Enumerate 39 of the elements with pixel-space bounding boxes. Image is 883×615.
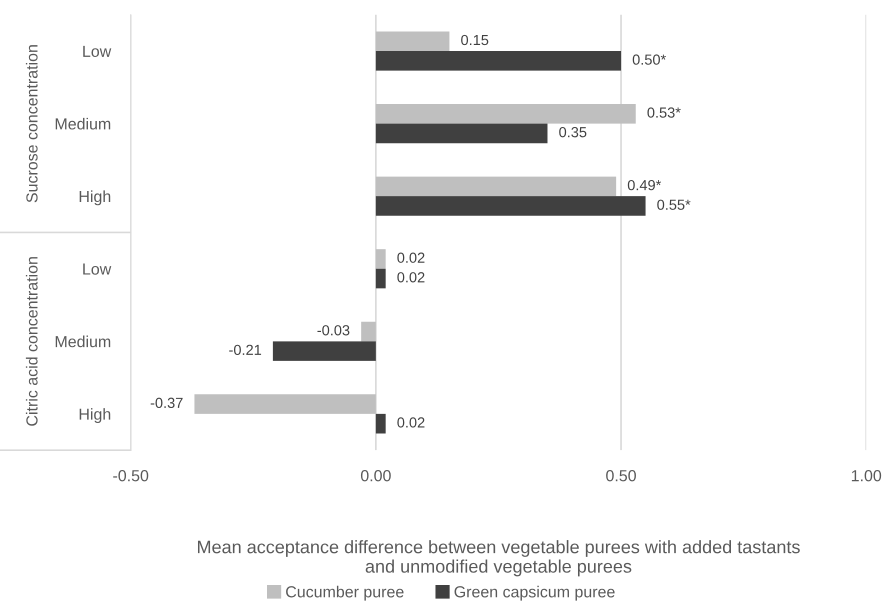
y-tick-label: High: [80, 190, 110, 206]
bar: [376, 176, 616, 196]
data-label: 0.35: [559, 127, 586, 138]
legend-label: Cucumber puree: [286, 586, 404, 601]
bar: [376, 31, 450, 52]
y-tick-label: Low: [83, 46, 112, 57]
bar: [272, 341, 376, 361]
data-label: 0.50*: [632, 54, 666, 65]
bar: [361, 322, 376, 342]
legend-label: Green capsicum puree: [454, 586, 615, 601]
data-label: 0.53*: [647, 107, 681, 118]
text: Citric acid concentration: [26, 257, 38, 426]
y-tick-label: Medium: [56, 336, 110, 348]
data-label: -0.21: [229, 344, 262, 356]
x-tick-label: -0.50: [113, 470, 148, 482]
x-axis-title: Mean acceptance difference between vegetable purees with added tastants and unmodified vegetable purees: [198, 540, 800, 576]
bar: [376, 104, 636, 124]
bar: [194, 394, 376, 414]
bar: [376, 124, 548, 144]
y-tick-label: Medium: [56, 118, 110, 130]
bar: [376, 249, 386, 269]
data-label: 0.02: [397, 272, 424, 282]
data-label: -0.37: [150, 398, 183, 408]
data-label: 0.55*: [657, 200, 691, 210]
x-tick-label: 0.00: [360, 470, 391, 482]
data-label: 0.02: [397, 252, 424, 263]
data-label: 0.49*: [628, 180, 662, 190]
x-tick-label: 1.00: [852, 470, 882, 482]
bar: [376, 414, 386, 434]
y-tick-label: Low: [83, 264, 112, 275]
data-label: -0.03: [317, 325, 350, 336]
bar: [376, 51, 622, 71]
data-label: 0.02: [397, 417, 424, 428]
bar: [376, 196, 646, 216]
bar: [376, 268, 386, 288]
x-tick-label: 0.50: [606, 470, 636, 482]
data-label: 0.15: [461, 34, 488, 46]
y-tick-label: High: [80, 408, 110, 423]
text: Sucrose concentration: [26, 45, 38, 202]
